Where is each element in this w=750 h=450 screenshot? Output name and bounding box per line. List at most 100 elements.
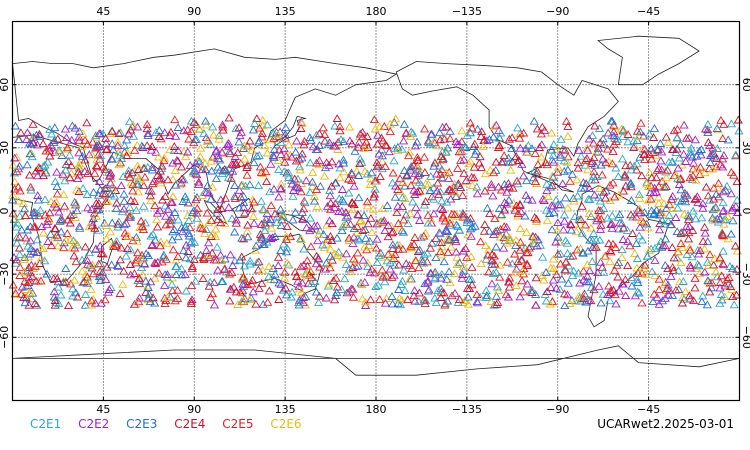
observation-marker bbox=[438, 205, 448, 213]
observation-marker bbox=[693, 164, 703, 173]
observation-marker bbox=[682, 250, 692, 259]
observation-marker bbox=[156, 134, 166, 143]
observation-marker bbox=[353, 142, 364, 151]
observation-marker bbox=[409, 291, 419, 300]
observation-marker bbox=[503, 292, 513, 301]
observation-marker bbox=[510, 268, 520, 277]
observation-marker bbox=[556, 200, 566, 209]
observation-marker bbox=[181, 253, 191, 262]
observation-marker bbox=[400, 181, 410, 190]
top-lon-label: −135 bbox=[452, 5, 482, 18]
observation-marker bbox=[86, 285, 96, 293]
observation-marker bbox=[363, 262, 373, 271]
observation-marker bbox=[359, 143, 369, 152]
observation-marker bbox=[617, 253, 627, 261]
observation-marker bbox=[404, 151, 414, 160]
observation-marker bbox=[129, 269, 140, 277]
observation-marker bbox=[467, 123, 477, 132]
observation-marker bbox=[595, 138, 605, 147]
observation-marker bbox=[50, 123, 60, 132]
observation-marker bbox=[485, 209, 495, 218]
observation-marker bbox=[225, 296, 235, 305]
observation-marker bbox=[50, 300, 60, 309]
observation-marker bbox=[499, 233, 509, 242]
observation-marker bbox=[166, 216, 176, 225]
observation-marker bbox=[650, 243, 660, 252]
observation-marker bbox=[305, 213, 315, 222]
observation-marker bbox=[249, 218, 259, 227]
observation-marker bbox=[46, 197, 56, 206]
observation-marker bbox=[179, 175, 189, 184]
observation-marker bbox=[31, 276, 41, 285]
observation-marker bbox=[335, 126, 345, 135]
observation-marker bbox=[444, 267, 454, 276]
observation-marker bbox=[146, 231, 156, 240]
observation-marker bbox=[643, 223, 653, 232]
observation-marker bbox=[268, 151, 278, 159]
observation-marker bbox=[547, 181, 557, 190]
observation-marker bbox=[350, 146, 360, 155]
observation-marker bbox=[702, 257, 713, 266]
observation-marker bbox=[201, 246, 212, 254]
observation-marker bbox=[301, 270, 311, 278]
observation-marker bbox=[718, 230, 728, 239]
observation-marker bbox=[505, 236, 515, 245]
observation-marker bbox=[470, 221, 480, 230]
observation-marker bbox=[454, 140, 464, 148]
observation-marker bbox=[98, 162, 108, 171]
observation-marker bbox=[220, 193, 230, 202]
observation-marker bbox=[269, 134, 279, 142]
observation-marker bbox=[565, 176, 575, 185]
observation-marker bbox=[673, 203, 683, 212]
observation-marker bbox=[208, 122, 218, 131]
observation-marker bbox=[52, 189, 62, 198]
observation-marker bbox=[728, 292, 738, 301]
observation-marker bbox=[727, 206, 737, 215]
observation-marker bbox=[236, 127, 246, 136]
observation-marker bbox=[708, 164, 718, 173]
observation-marker bbox=[134, 274, 144, 283]
observation-marker bbox=[632, 275, 642, 284]
observation-marker bbox=[257, 278, 267, 287]
observation-marker bbox=[181, 286, 191, 295]
observation-marker bbox=[349, 224, 359, 233]
observation-marker bbox=[723, 279, 733, 288]
observation-marker bbox=[119, 220, 129, 229]
observation-marker bbox=[626, 182, 636, 191]
observation-marker bbox=[15, 250, 25, 259]
observation-marker bbox=[532, 214, 542, 223]
observation-marker bbox=[438, 211, 448, 220]
observation-marker bbox=[523, 248, 533, 256]
observation-marker bbox=[611, 243, 621, 251]
observation-marker bbox=[218, 277, 228, 285]
observation-marker bbox=[253, 265, 263, 274]
observation-marker bbox=[576, 151, 586, 160]
observation-marker bbox=[502, 257, 513, 266]
observation-marker bbox=[515, 129, 525, 138]
observation-marker bbox=[362, 197, 372, 206]
observation-marker bbox=[194, 177, 204, 186]
observation-marker bbox=[83, 169, 93, 177]
observation-marker bbox=[228, 166, 238, 175]
observation-marker bbox=[325, 191, 335, 200]
observation-marker bbox=[546, 263, 556, 272]
observation-marker bbox=[626, 273, 637, 282]
observation-marker bbox=[389, 254, 399, 262]
observation-marker bbox=[690, 273, 700, 282]
observation-marker bbox=[94, 205, 104, 214]
observation-marker bbox=[634, 190, 644, 199]
observation-marker bbox=[12, 233, 22, 242]
observation-marker bbox=[255, 162, 265, 171]
observation-marker bbox=[245, 259, 255, 268]
observation-marker bbox=[143, 129, 153, 138]
observation-marker bbox=[351, 256, 361, 265]
observation-marker bbox=[500, 198, 510, 206]
observation-marker bbox=[620, 170, 630, 179]
observation-marker bbox=[414, 297, 424, 306]
observation-marker bbox=[649, 209, 659, 218]
observation-marker bbox=[93, 150, 103, 159]
observation-marker bbox=[278, 285, 288, 294]
observation-marker bbox=[405, 275, 415, 283]
observation-marker bbox=[195, 223, 205, 232]
observation-marker bbox=[632, 159, 642, 168]
